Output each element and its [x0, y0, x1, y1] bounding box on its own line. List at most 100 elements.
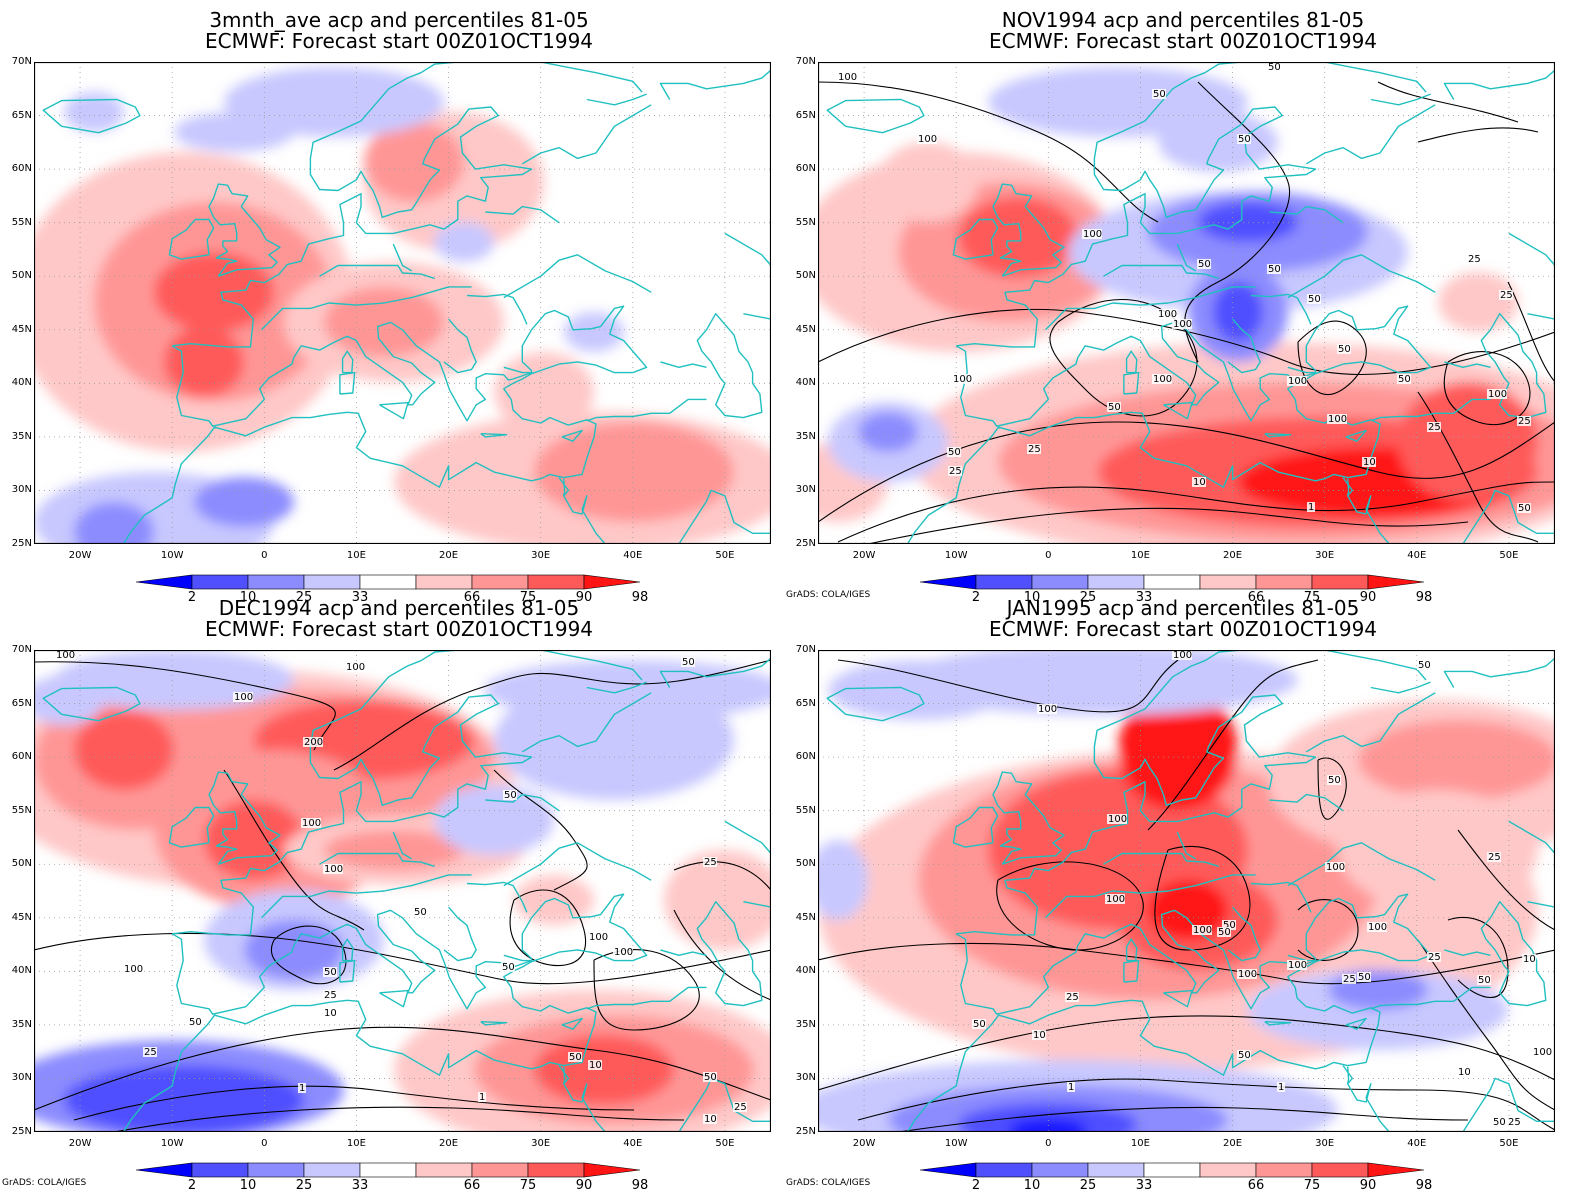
- lat-tick-label: 50N: [795, 858, 816, 870]
- contour-label-bg: [1152, 89, 1166, 99]
- lon-tick-label: 0: [261, 550, 268, 561]
- contour-label-bg: [301, 818, 321, 828]
- coastline: [1462, 1077, 1555, 1132]
- colorbar-segment: [527, 574, 585, 590]
- coastline: [1163, 989, 1193, 1008]
- coastline: [1370, 398, 1491, 422]
- contour-label-bg: [1287, 960, 1307, 970]
- contour-label-bg: [1427, 422, 1441, 432]
- contour-label-bg: [323, 1008, 337, 1018]
- contour-label-bg: [1367, 922, 1387, 932]
- contour-label-bg: [1032, 1030, 1046, 1040]
- contour-label-bg: [323, 864, 343, 874]
- contour-label: 100: [1108, 814, 1127, 825]
- colorbar-label: 90: [1359, 1178, 1377, 1193]
- contour-line: [34, 932, 771, 985]
- lat-tick-label: 40N: [11, 965, 32, 977]
- colorbar-label: 2: [971, 1178, 981, 1193]
- contour-label: 100: [346, 662, 365, 673]
- contour-label-bg: [1327, 414, 1347, 424]
- coastline: [261, 286, 472, 331]
- lon-tick-label: 30E: [1315, 1138, 1335, 1149]
- coastline: [208, 771, 281, 865]
- contour-label-bg: [123, 964, 143, 974]
- contour-line: [818, 81, 1159, 223]
- colorbar-arrow-right: [1367, 1162, 1425, 1178]
- coastline: [1370, 986, 1491, 1010]
- contour-line: [34, 661, 336, 751]
- contour-label-bg: [568, 1052, 582, 1062]
- coastline: [1287, 366, 1316, 374]
- contour-label: 100: [918, 134, 937, 145]
- panel-dec1994: DEC1994 acp and percentiles 81-05 ECMWF:…: [0, 588, 798, 1193]
- coastline: [1345, 429, 1367, 442]
- shading-c90: [154, 252, 274, 332]
- contour-label-bg: [1357, 972, 1371, 982]
- panel-title: JAN1995 acp and percentiles 81-05: [1006, 596, 1360, 620]
- lon-tick-label: 40E: [623, 550, 643, 561]
- panel-jan1995: JAN1995 acp and percentiles 81-05 ECMWF:…: [784, 588, 1582, 1193]
- colorbar-arrow-right: [1367, 574, 1425, 590]
- coastline: [1287, 254, 1436, 299]
- lat-tick-label: 60N: [11, 751, 32, 763]
- colorbar-label: 75: [519, 590, 537, 605]
- colorbar-label: 33: [351, 1178, 369, 1193]
- contour-label-bg: [303, 737, 323, 747]
- contour-label-bg: [1507, 1117, 1521, 1127]
- contour-label: 50: [1218, 927, 1231, 938]
- coastline: [1176, 243, 1197, 272]
- contour-label-bg: [345, 662, 365, 672]
- shading-c33: [564, 312, 624, 352]
- colorbar-segment: [191, 574, 249, 590]
- colorbar-label: 90: [575, 1178, 593, 1193]
- coastline: [586, 93, 647, 106]
- coastline: [586, 398, 707, 422]
- coastline: [558, 477, 607, 544]
- colorbar-segment: [247, 1162, 305, 1178]
- contour-label: 50: [1493, 1117, 1506, 1128]
- contour-label: 100: [1488, 389, 1507, 400]
- lat-tick-label: 30N: [11, 1072, 32, 1084]
- shading-c10: [1198, 202, 1298, 242]
- contour-label: 100: [1173, 650, 1192, 661]
- contour-label-bg: [1342, 974, 1356, 984]
- colorbar-segment: [1143, 1162, 1201, 1178]
- contour-line: [593, 949, 700, 1031]
- contour-label: 50: [1478, 975, 1491, 986]
- coastline: [485, 793, 560, 812]
- map-area: 100 100 100 50 200 50 100 100 100 50 25 100 50 100 50 2…: [34, 650, 771, 1132]
- lon-tick-label: 30E: [531, 550, 551, 561]
- contour-label: 100: [1158, 309, 1177, 320]
- coastline: [1264, 433, 1292, 438]
- contour-label: 50: [569, 1052, 582, 1063]
- coastline: [952, 218, 999, 260]
- lon-tick-label: 20E: [439, 550, 459, 561]
- lat-tick-label: 65N: [11, 109, 32, 121]
- lat-tick-label: 70N: [11, 644, 32, 655]
- contour-label: 10: [589, 1060, 602, 1071]
- contour-line: [673, 909, 771, 1001]
- lat-tick-label: 45N: [795, 323, 816, 335]
- contour-label: 25: [1518, 416, 1531, 427]
- colorbar: [920, 574, 1425, 590]
- lat-tick-label: 50N: [11, 858, 32, 870]
- contour-label-bg: [1237, 969, 1257, 979]
- contour-line: [857, 1078, 1555, 1131]
- coastline: [1103, 264, 1219, 280]
- contour-line: [73, 1085, 635, 1121]
- colorbar-label: 66: [463, 1178, 481, 1193]
- coastline: [563, 478, 566, 496]
- shading-c90: [164, 327, 244, 397]
- panel-title: DEC1994 acp and percentiles 81-05: [218, 596, 580, 620]
- coastline: [1443, 69, 1555, 100]
- contour-label: 25: [1428, 952, 1441, 963]
- contour-label: 1: [1278, 1082, 1284, 1093]
- contour-label-bg: [1287, 376, 1307, 386]
- contour-label: 50: [1238, 1050, 1251, 1061]
- contour-label-bg: [1027, 444, 1041, 454]
- lat-tick-label: 70N: [795, 56, 816, 67]
- coastline: [443, 906, 477, 962]
- contour-line: [897, 1106, 1469, 1132]
- contour-label: 50: [1358, 972, 1371, 983]
- contour-line: [1443, 351, 1531, 426]
